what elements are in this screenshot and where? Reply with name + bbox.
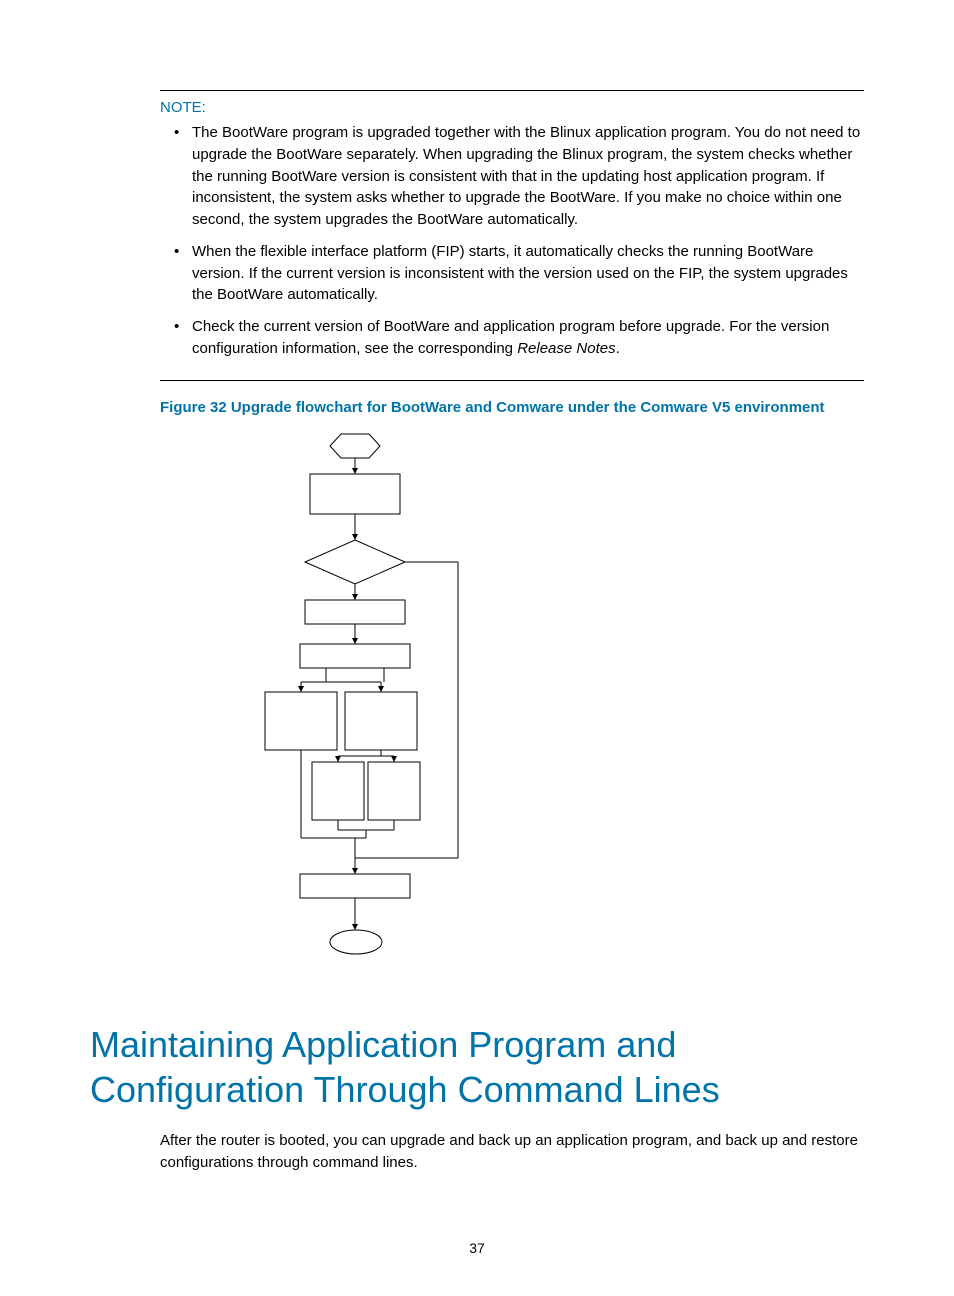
- figure-caption: Figure 32 Upgrade flowchart for BootWare…: [160, 399, 864, 416]
- note-item-text: Check the current version of BootWare an…: [192, 318, 829, 357]
- flowchart-svg: [210, 430, 530, 990]
- note-box: NOTE: The BootWare program is upgraded t…: [160, 90, 864, 381]
- note-list: The BootWare program is upgraded togethe…: [160, 122, 864, 360]
- body-paragraph: After the router is booted, you can upgr…: [160, 1130, 864, 1175]
- note-item: When the flexible interface platform (FI…: [174, 241, 864, 306]
- page-number: 37: [0, 1240, 954, 1256]
- note-item: Check the current version of BootWare an…: [174, 316, 864, 360]
- note-label: NOTE:: [160, 99, 864, 116]
- main-heading: Maintaining Application Program and Conf…: [90, 1022, 864, 1112]
- flowchart: [210, 430, 864, 990]
- note-item: The BootWare program is upgraded togethe…: [174, 122, 864, 231]
- release-notes-text: Release Notes: [517, 340, 615, 357]
- period: .: [616, 340, 620, 357]
